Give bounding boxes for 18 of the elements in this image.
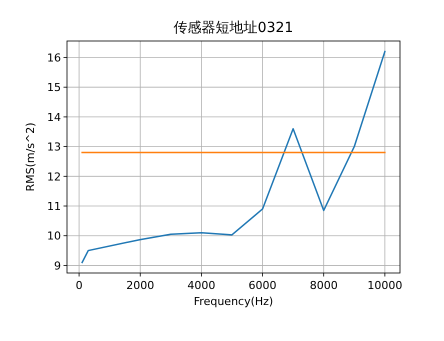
- x-tick-label: 0: [76, 279, 83, 292]
- y-tick-label: 15: [47, 81, 61, 94]
- y-tick-label: 11: [47, 200, 61, 214]
- y-tick-label: 16: [47, 51, 61, 64]
- y-axis-title: RMS(m/s^2): [24, 122, 37, 192]
- y-tick-label: 10: [47, 230, 61, 243]
- x-tick-label: 8000: [310, 279, 338, 292]
- y-tick-label: 9: [54, 259, 61, 272]
- x-tick-label: 10000: [367, 279, 402, 292]
- x-axis-title: Frequency(Hz): [194, 295, 274, 308]
- x-tick-label: 6000: [248, 279, 277, 292]
- chart-title: 传感器短地址0321: [174, 20, 294, 36]
- y-tick-label: 14: [47, 110, 61, 124]
- y-tick-label: 12: [47, 170, 61, 184]
- y-tick-label: 13: [47, 140, 61, 154]
- line-series: [81, 50, 386, 264]
- x-tick-label: 4000: [187, 279, 216, 292]
- x-tick-label: 2000: [126, 279, 154, 292]
